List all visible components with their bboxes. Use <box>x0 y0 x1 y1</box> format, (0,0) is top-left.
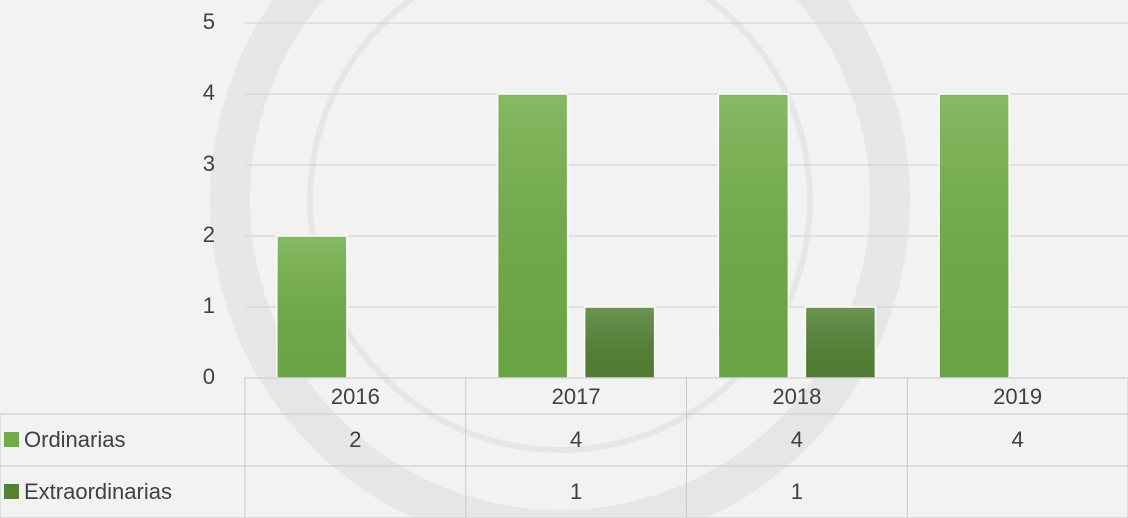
table-value: 4 <box>570 427 582 452</box>
bar <box>717 93 790 379</box>
table-value: 4 <box>1012 427 1024 452</box>
bar <box>804 306 877 379</box>
x-tick-label: 2017 <box>552 384 601 409</box>
table-value: 1 <box>570 479 582 504</box>
x-tick-label: 2019 <box>993 384 1042 409</box>
bar <box>583 306 656 379</box>
y-tick-label: 3 <box>203 151 215 176</box>
y-tick-label: 2 <box>203 222 215 247</box>
bar <box>938 93 1010 379</box>
x-tick-label: 2016 <box>331 384 380 409</box>
table-value: 2 <box>349 427 361 452</box>
y-tick-label: 1 <box>203 293 215 318</box>
legend-label: Ordinarias <box>24 427 125 452</box>
x-tick-label: 2018 <box>772 384 821 409</box>
legend-swatch <box>4 484 19 499</box>
y-tick-label: 0 <box>203 364 215 389</box>
legend-swatch <box>4 432 19 447</box>
legend-label: Extraordinarias <box>24 479 172 504</box>
y-tick-label: 4 <box>203 80 215 105</box>
table-value: 1 <box>791 479 803 504</box>
bar <box>276 235 348 379</box>
bar <box>496 93 569 379</box>
y-tick-label: 5 <box>203 9 215 34</box>
table-value: 4 <box>791 427 803 452</box>
watermark <box>210 0 910 518</box>
